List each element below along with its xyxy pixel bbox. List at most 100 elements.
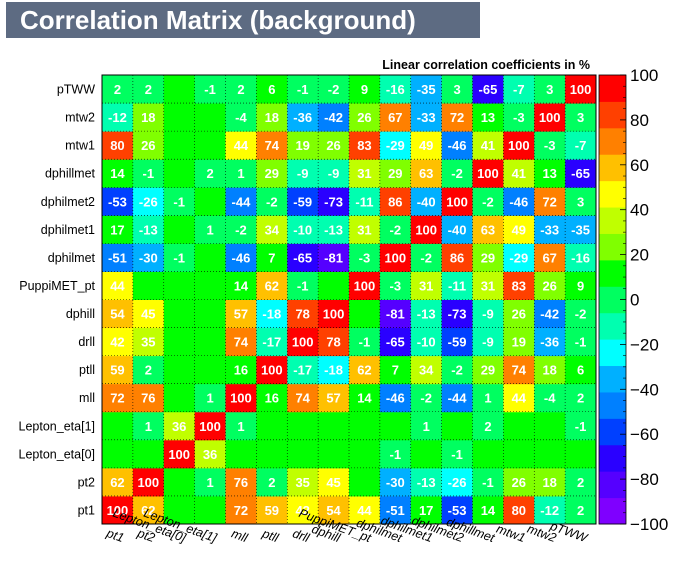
heatmap-cell xyxy=(102,131,134,160)
heatmap-cell xyxy=(132,383,165,413)
heatmap-cell xyxy=(349,411,381,441)
cell-value-label: -4 xyxy=(544,391,556,406)
heatmap-cell xyxy=(194,439,226,469)
cell-value-label: 83 xyxy=(512,278,526,293)
colorbar-swatch xyxy=(599,471,626,499)
page-title: Correlation Matrix (background) xyxy=(20,5,416,35)
heatmap-cell xyxy=(194,467,226,497)
cell-value-label: -35 xyxy=(571,222,590,237)
heatmap-cell xyxy=(256,103,288,132)
colorbar-tick-label: 100 xyxy=(630,66,658,85)
heatmap-cell xyxy=(163,383,196,413)
cell-value-label: -2 xyxy=(420,250,432,265)
heatmap-cell xyxy=(472,411,504,441)
heatmap-cell xyxy=(534,327,566,357)
cell-value-label: 31 xyxy=(481,278,495,293)
cell-value-label: 42 xyxy=(295,503,309,518)
cell-value-label: 2 xyxy=(268,475,275,490)
heatmap-cell xyxy=(102,495,134,525)
heatmap-cell xyxy=(256,187,288,216)
heatmap-cell xyxy=(256,271,288,300)
heatmap-cell xyxy=(194,327,226,357)
heatmap-cell xyxy=(318,299,350,329)
heatmap-cell xyxy=(534,159,566,188)
heatmap-cell xyxy=(349,215,381,244)
cell-value-label: 49 xyxy=(512,222,526,237)
heatmap-cell xyxy=(318,75,350,104)
heatmap-cell xyxy=(318,271,350,300)
heatmap-cell xyxy=(194,187,226,216)
heatmap-cell xyxy=(318,243,350,272)
cell-value-label: 1 xyxy=(145,419,152,434)
cell-value-label: 14 xyxy=(357,391,372,406)
cell-value-label: -17 xyxy=(262,335,281,350)
heatmap-cell xyxy=(194,131,226,160)
heatmap-cell xyxy=(102,159,134,188)
heatmap-cell xyxy=(225,327,257,357)
heatmap-cell xyxy=(225,159,257,188)
heatmap-cell xyxy=(102,271,134,300)
cell-value-label: 45 xyxy=(326,475,340,490)
heatmap-cell xyxy=(410,75,443,104)
cell-value-label: 14 xyxy=(110,166,125,181)
heatmap-cell xyxy=(379,187,412,216)
cell-value-label: 62 xyxy=(265,278,279,293)
heatmap-cell xyxy=(132,355,165,385)
cell-value-label: -9 xyxy=(482,335,494,350)
heatmap-cell xyxy=(163,103,196,132)
heatmap-cell xyxy=(318,327,350,357)
title-bar: Correlation Matrix (background) xyxy=(6,2,480,38)
heatmap-cell xyxy=(410,103,443,132)
cell-value-label: 100 xyxy=(539,110,561,125)
heatmap-cell xyxy=(503,383,535,413)
colorbar-tick-label: −100 xyxy=(630,515,668,534)
cell-value-label: 18 xyxy=(542,475,556,490)
heatmap-cell xyxy=(318,355,350,385)
heatmap-cell xyxy=(503,187,535,216)
y-tick-label: PuppiMET_pt xyxy=(19,279,95,293)
cell-value-label: 100 xyxy=(199,419,221,434)
cell-value-label: -46 xyxy=(448,138,467,153)
cell-value-label: 9 xyxy=(361,82,368,97)
heatmap-cell xyxy=(256,383,288,413)
heatmap-cell xyxy=(132,495,165,525)
heatmap-cell xyxy=(349,327,381,357)
heatmap-cell xyxy=(565,103,597,132)
heatmap-cell xyxy=(565,327,597,357)
heatmap-cell xyxy=(194,159,226,188)
heatmap-cell xyxy=(318,215,350,244)
x-tick-label: pt2 xyxy=(135,526,157,545)
cell-value-label: 100 xyxy=(415,222,437,237)
cell-value-label: -17 xyxy=(293,363,312,378)
heatmap-cell xyxy=(379,215,412,244)
heatmap-cell xyxy=(472,355,504,385)
heatmap-cell xyxy=(410,299,443,329)
cell-value-label: 100 xyxy=(323,307,345,322)
heatmap-cell xyxy=(565,187,597,216)
cell-value-label: 63 xyxy=(481,222,495,237)
cell-value-label: -9 xyxy=(328,166,340,181)
cell-value-label: 19 xyxy=(512,335,526,350)
cell-value-label: 86 xyxy=(388,194,402,209)
heatmap-cell xyxy=(503,131,535,160)
heatmap-cell xyxy=(503,159,535,188)
heatmap-cell xyxy=(287,411,319,441)
heatmap-cell xyxy=(410,383,443,413)
cell-value-label: -26 xyxy=(139,194,158,209)
heatmap-cell xyxy=(349,439,381,469)
chart-subtitle: Linear correlation coefficients in % xyxy=(382,58,590,72)
cell-value-label: -59 xyxy=(448,335,467,350)
heatmap-cell xyxy=(225,243,257,272)
cell-value-label: -30 xyxy=(139,250,158,265)
heatmap-cell xyxy=(132,299,165,329)
cell-value-label: -26 xyxy=(448,475,467,490)
heatmap-cell xyxy=(441,159,473,188)
heatmap-cell xyxy=(318,495,350,525)
heatmap-cell xyxy=(379,75,412,104)
cell-value-label: -73 xyxy=(324,194,343,209)
cell-value-label: 54 xyxy=(110,307,125,322)
cell-value-label: 26 xyxy=(512,475,526,490)
cell-value-label: 76 xyxy=(234,475,248,490)
heatmap-cell xyxy=(379,439,412,469)
